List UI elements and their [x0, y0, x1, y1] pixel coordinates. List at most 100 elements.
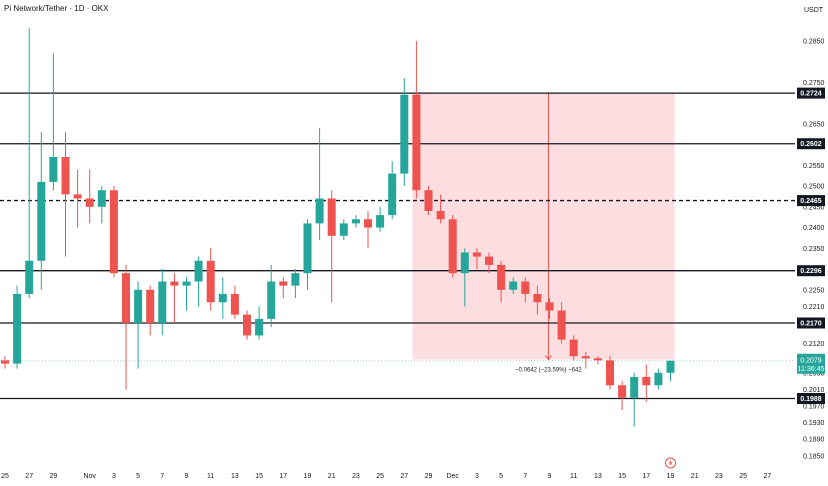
candle-20 — [243, 310, 251, 340]
level-label-4: 0.2170 — [800, 320, 822, 327]
candle-body — [73, 194, 82, 199]
chart-title: Pi Network/Tether · 1D · OKX — [4, 4, 109, 13]
x-tick-15: 25 — [376, 473, 384, 480]
candle-body — [436, 210, 445, 220]
x-tick-3: Nov — [83, 473, 96, 480]
candle-27 — [327, 190, 336, 303]
lightning-icon-bolt — [668, 459, 673, 467]
candle-6 — [73, 169, 82, 228]
candle-4 — [49, 53, 58, 191]
candle-body — [194, 260, 203, 282]
candle-26 — [315, 127, 324, 240]
x-tick-0: 25 — [1, 473, 9, 480]
level-label-bg-4 — [797, 317, 825, 329]
y-tick-11: 0.2050 — [803, 370, 825, 377]
y-tick-2: 0.2650 — [803, 121, 825, 128]
y-tick-12: 0.2010 — [803, 387, 825, 394]
candle-8 — [97, 186, 106, 224]
y-tick-15: 0.1890 — [803, 437, 825, 444]
current-price-label: 0.2079 — [800, 357, 822, 364]
candle-40 — [485, 252, 493, 274]
x-tick-7: 9 — [185, 473, 189, 480]
candle-18 — [218, 277, 227, 319]
candle-body — [170, 281, 179, 286]
candle-body — [509, 281, 518, 290]
candle-21 — [255, 306, 264, 340]
level-label-bg-2 — [797, 195, 825, 207]
candle-46 — [557, 302, 566, 344]
y-tick-10: 0.2120 — [803, 341, 825, 348]
candle-body — [267, 281, 276, 319]
y-tick-13: 0.1970 — [803, 403, 825, 410]
candle-body — [61, 157, 70, 195]
candle-body — [497, 264, 506, 290]
level-label-bg-5 — [797, 393, 825, 405]
candle-body — [339, 223, 348, 236]
candle-44 — [533, 285, 542, 315]
candle-0 — [1, 356, 9, 369]
level-label-1: 0.2602 — [800, 141, 822, 148]
candle-42 — [509, 277, 518, 294]
candle-body — [25, 260, 34, 294]
candle-52 — [630, 372, 639, 427]
candle-54 — [654, 368, 663, 390]
candle-body — [448, 219, 457, 274]
candle-12 — [146, 285, 155, 336]
candle-body — [666, 360, 675, 373]
candle-body — [279, 281, 288, 286]
x-tick-26: 17 — [642, 473, 650, 480]
candle-19 — [230, 285, 239, 319]
y-tick-0: 0.2850 — [803, 38, 825, 45]
y-tick-8: 0.2250 — [803, 287, 825, 294]
candle-body — [315, 198, 324, 224]
x-tick-20: 5 — [499, 473, 503, 480]
x-tick-23: 11 — [570, 473, 577, 480]
level-label-3: 0.2296 — [800, 268, 822, 275]
candle-body — [654, 372, 663, 386]
candle-body — [243, 314, 251, 336]
candle-body — [581, 356, 590, 359]
countdown-label: 11:36:45 — [798, 366, 825, 373]
x-tick-28: 21 — [691, 473, 699, 480]
candle-body — [485, 256, 493, 265]
candle-body — [400, 94, 409, 174]
candle-51 — [618, 381, 627, 411]
x-tick-8: 11 — [207, 473, 214, 480]
x-tick-13: 21 — [328, 473, 336, 480]
candle-body — [13, 293, 22, 364]
candle-body — [122, 273, 130, 323]
candle-35 — [424, 186, 433, 216]
candle-body — [424, 190, 433, 211]
y-tick-5: 0.2450 — [803, 204, 825, 211]
levels-layer — [0, 92, 795, 400]
candle-body — [642, 376, 651, 386]
candle-body — [351, 219, 360, 224]
candle-body — [569, 339, 578, 357]
candle-9 — [109, 186, 118, 278]
candle-29 — [351, 215, 360, 228]
candle-body — [364, 219, 372, 228]
x-tick-27: 19 — [667, 473, 675, 480]
candle-28 — [339, 219, 348, 240]
candle-body — [109, 190, 118, 274]
candle-body — [182, 281, 191, 286]
candle-body — [1, 360, 9, 364]
candle-body — [97, 190, 106, 207]
candle-34 — [412, 40, 421, 199]
candle-body — [134, 289, 143, 323]
candle-body — [557, 310, 566, 340]
candle-body — [85, 198, 94, 207]
candle-1 — [13, 285, 22, 369]
x-tick-2: 29 — [50, 473, 58, 480]
x-tick-11: 17 — [279, 473, 287, 480]
candle-body — [303, 223, 312, 274]
candle-15 — [182, 277, 191, 311]
x-tick-10: 15 — [255, 473, 263, 480]
current-price-label-bg — [797, 353, 825, 374]
y-tick-9: 0.2210 — [803, 304, 825, 311]
candle-body — [218, 293, 227, 303]
level-label-bg-0 — [797, 87, 825, 99]
y-tick-1: 0.2750 — [803, 80, 825, 87]
candle-body — [618, 385, 627, 398]
